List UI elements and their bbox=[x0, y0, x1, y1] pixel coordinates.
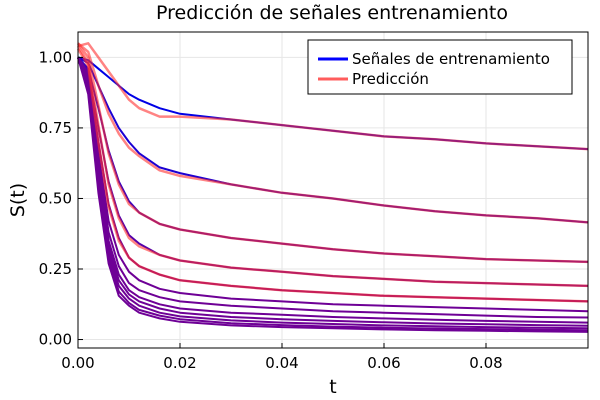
x-tick-label: 0.00 bbox=[61, 354, 94, 372]
x-tick-label: 0.02 bbox=[163, 354, 196, 372]
training-series-line bbox=[77, 57, 589, 327]
training-series-line bbox=[77, 56, 589, 319]
x-tick-label: 0.06 bbox=[367, 354, 400, 372]
legend-box bbox=[307, 39, 573, 95]
prediction-series-line bbox=[77, 42, 589, 224]
legend-label-prediction: Predicción bbox=[352, 70, 429, 88]
prediction-series-line bbox=[76, 45, 589, 288]
prediction-series-line bbox=[76, 42, 589, 264]
legend-label-training: Señales de entrenamiento bbox=[352, 50, 550, 68]
training-series-line bbox=[77, 57, 589, 333]
x-tick-label: 0.04 bbox=[265, 354, 298, 372]
y-tick-label: 0.25 bbox=[39, 260, 72, 278]
y-tick-label: 0.50 bbox=[39, 189, 72, 207]
y-tick-label: 0.75 bbox=[39, 119, 72, 137]
x-tick-label: 0.08 bbox=[469, 354, 502, 372]
legend: Señales de entrenamiento Predicción bbox=[307, 39, 573, 95]
y-axis-label: S(t) bbox=[7, 183, 29, 217]
x-axis-label: t bbox=[329, 376, 336, 398]
series-layer bbox=[76, 42, 589, 333]
prediction-series-line bbox=[76, 48, 589, 303]
axis-ticks: 0.00 0.02 0.04 0.06 0.08 0.00 0.25 0.50 0.75 1.00 bbox=[39, 48, 503, 372]
plot-frame bbox=[77, 31, 589, 349]
y-tick-label: 0.00 bbox=[39, 331, 72, 349]
training-series-line bbox=[77, 57, 589, 332]
training-series-line bbox=[77, 56, 589, 313]
prediction-series-line bbox=[77, 42, 589, 151]
y-tick-label: 1.00 bbox=[39, 48, 72, 66]
chart-title: Predicción de señales entrenamiento bbox=[156, 2, 508, 24]
